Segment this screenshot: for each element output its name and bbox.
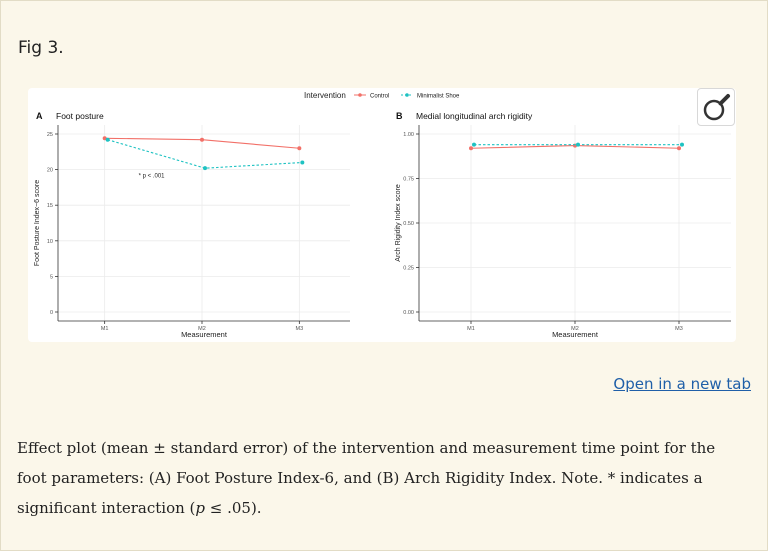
panel-letter: B <box>396 111 403 121</box>
data-point <box>300 160 305 165</box>
figure-image[interactable]: Intervention Control Minimalist Shoe A Foot … <box>28 88 736 342</box>
data-point <box>472 142 476 147</box>
y-tick-label: 0.00 <box>403 310 414 316</box>
caption-text: Effect plot (mean ± standard error) of t… <box>17 439 716 517</box>
data-point <box>677 146 681 151</box>
panel-letter: A <box>36 111 43 121</box>
data-point <box>680 142 684 147</box>
y-axis-label: Arch Rigidity Index score <box>395 184 402 262</box>
data-point <box>102 136 107 141</box>
figure-caption: Effect plot (mean ± standard error) of t… <box>17 433 747 523</box>
x-axis-label: Measurement <box>181 330 228 339</box>
x-tick-label: M3 <box>296 326 304 332</box>
caption-p-symbol: p <box>195 499 205 517</box>
y-tick-label: 20 <box>47 168 53 174</box>
panel-title: Foot posture <box>56 111 104 121</box>
x-tick-label: M1 <box>101 326 109 332</box>
y-tick-label: 15 <box>47 203 53 209</box>
data-point <box>297 146 302 151</box>
y-tick-label: 10 <box>47 239 53 245</box>
panel-title: Medial longitudinal arch rigidity <box>416 111 533 121</box>
caption-text-end: ≤ .05). <box>204 499 262 517</box>
legend-key-point <box>405 93 409 97</box>
y-tick-label: 1.00 <box>403 132 414 138</box>
x-tick-label: M2 <box>571 326 579 332</box>
data-point <box>203 166 207 171</box>
x-tick-label: M2 <box>198 326 206 332</box>
significance-annotation: * p < .001 <box>139 173 166 179</box>
data-point <box>200 137 204 142</box>
legend-title: Intervention <box>304 91 346 100</box>
open-in-new-tab-link[interactable]: Open in a new tab <box>613 375 751 393</box>
x-tick-label: M1 <box>467 326 475 332</box>
legend-item: Minimalist Shoe <box>417 94 460 100</box>
y-axis-label: Foot Posture Index−6 score <box>34 180 41 266</box>
data-point <box>105 137 110 142</box>
effect-plot: Intervention Control Minimalist Shoe A Foot … <box>34 91 731 339</box>
legend-key-point <box>358 93 362 97</box>
y-tick-label: 5 <box>50 274 53 280</box>
zoom-button[interactable] <box>697 88 735 126</box>
figure-label: Fig 3. <box>18 38 64 58</box>
y-tick-label: 0.25 <box>403 266 414 272</box>
x-axis-label: Measurement <box>552 330 599 339</box>
y-tick-label: 25 <box>47 132 53 138</box>
data-point <box>469 146 473 151</box>
x-tick-label: M3 <box>675 326 683 332</box>
legend-item: Control <box>370 94 389 100</box>
y-tick-label: 0.75 <box>403 177 414 183</box>
data-point <box>576 142 580 147</box>
y-tick-label: 0.50 <box>403 221 414 227</box>
y-tick-label: 0 <box>50 310 53 316</box>
series-line <box>107 139 303 169</box>
magnifier-icon <box>703 94 730 121</box>
